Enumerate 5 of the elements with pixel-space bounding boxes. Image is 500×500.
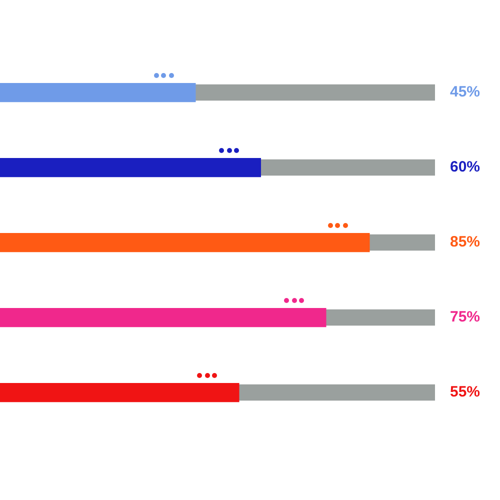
data-label: 60% [450,158,480,176]
data-label: 85% [450,234,480,251]
data-label: 45% [450,84,480,101]
data-label: 55% [450,384,480,401]
data-label: 75% [450,308,480,326]
